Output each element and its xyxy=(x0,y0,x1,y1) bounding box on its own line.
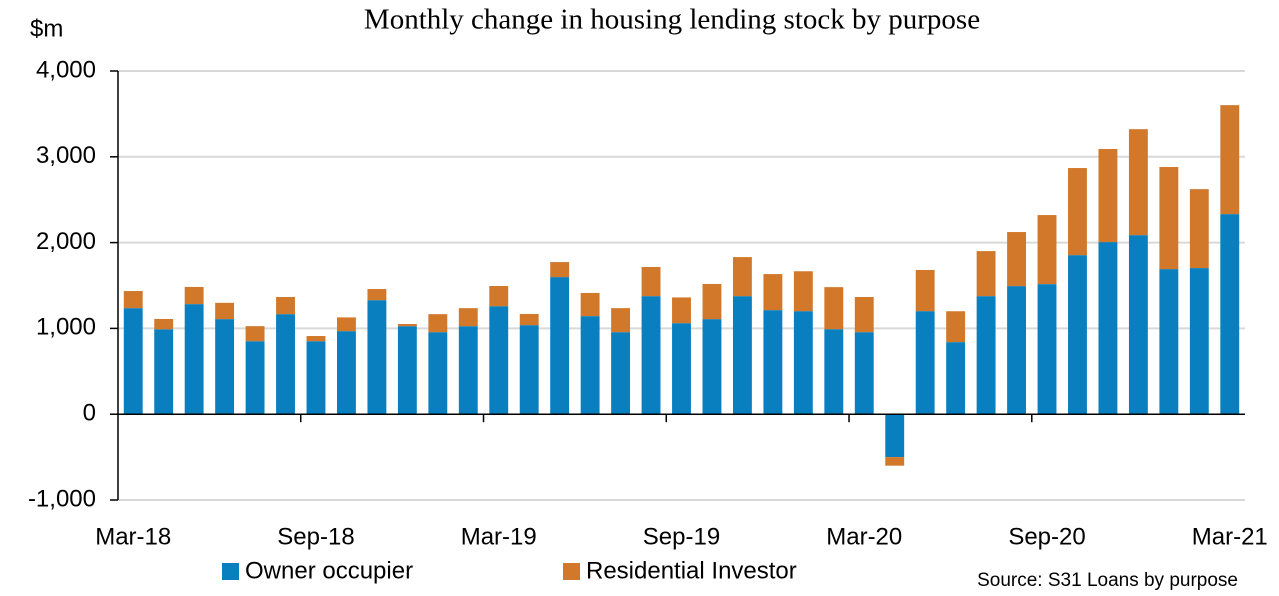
bar-segment xyxy=(1220,105,1240,215)
bar-segment xyxy=(306,341,326,415)
x-tick-label: Mar-21 xyxy=(1192,523,1268,550)
bar-segment xyxy=(1007,286,1026,415)
bar-segment xyxy=(824,287,844,330)
source: Source: S31 Loans by purpose xyxy=(977,570,1238,591)
x-tick-label: Sep-20 xyxy=(1008,523,1085,550)
bar-segment xyxy=(946,311,966,343)
bar-segment xyxy=(519,325,539,415)
bar-segment xyxy=(1098,242,1118,415)
bar-segment xyxy=(793,311,813,415)
bar-segment xyxy=(489,306,509,415)
bar-segment xyxy=(397,324,417,327)
bar-segment xyxy=(123,308,143,415)
y-tick-label: 1,000 xyxy=(36,314,96,341)
bar-segment xyxy=(672,297,691,324)
bar-segment xyxy=(611,332,631,415)
bar-segment xyxy=(458,326,478,415)
bar-segment xyxy=(732,257,752,297)
bar-segment xyxy=(154,318,174,330)
bar-segment xyxy=(215,302,235,320)
bar-segment xyxy=(793,271,813,312)
bar-segment xyxy=(276,314,295,415)
bar-segment xyxy=(489,286,509,307)
bar-segment xyxy=(1159,269,1179,415)
bar-segment xyxy=(550,262,570,278)
bar-segment xyxy=(1068,168,1087,256)
legend-swatch xyxy=(222,563,239,580)
y-tick-label: 0 xyxy=(83,400,96,427)
bar-segment xyxy=(458,308,478,327)
bar-segment xyxy=(1068,255,1087,415)
y-tick-label: 4,000 xyxy=(36,56,96,83)
bar-segment xyxy=(946,342,966,415)
bar-segment xyxy=(824,329,844,415)
bar-segment xyxy=(702,319,722,415)
bar-segment xyxy=(184,286,204,305)
bar-segment xyxy=(428,314,448,333)
bar-segment xyxy=(611,308,631,333)
bar-segment xyxy=(550,277,570,415)
bar-segment xyxy=(306,336,326,342)
bar-segment xyxy=(854,332,874,415)
bar-segment xyxy=(1128,129,1148,236)
bar-segment xyxy=(123,290,143,309)
bar-segment xyxy=(428,332,448,415)
bar-segment xyxy=(976,296,996,415)
bar-segment xyxy=(641,296,661,415)
bar-segment xyxy=(397,326,417,415)
bar-segment xyxy=(154,329,174,415)
x-tick-label: Sep-19 xyxy=(643,523,720,550)
x-tick-label: Mar-18 xyxy=(95,523,171,550)
bar-segment xyxy=(763,274,783,311)
y-tick-label: 3,000 xyxy=(36,142,96,169)
bar-segment xyxy=(1220,214,1240,415)
bar-segment xyxy=(763,310,783,415)
bar-segment xyxy=(580,292,600,317)
bar-segment xyxy=(337,331,356,415)
x-tick-label: Mar-20 xyxy=(826,523,902,550)
bar-segment xyxy=(245,341,265,415)
y-tick-label: 2,000 xyxy=(36,228,96,255)
bar-segment xyxy=(276,296,295,315)
bar-segment xyxy=(337,317,356,332)
bar-segment xyxy=(702,283,722,320)
bar-segment xyxy=(976,251,996,297)
bar-segment xyxy=(1007,232,1026,287)
bar-segment xyxy=(915,269,935,312)
bar-segment xyxy=(885,457,905,466)
bar-segment xyxy=(1037,215,1057,285)
bar-segment xyxy=(1189,189,1209,269)
bar-segment xyxy=(1189,268,1209,415)
bar-segment xyxy=(1159,167,1179,270)
legend-swatch xyxy=(563,563,580,580)
bar-segment xyxy=(672,323,691,415)
bar-segment xyxy=(915,311,935,415)
x-tick-label: Mar-19 xyxy=(461,523,537,550)
bar-segment xyxy=(641,266,661,297)
chart-title: Monthly change in housing lending stock … xyxy=(364,4,980,36)
bar-segment xyxy=(184,304,204,415)
bar-segment xyxy=(245,326,265,342)
bar-segment xyxy=(215,319,235,415)
bar-segment xyxy=(732,296,752,415)
bar-segment xyxy=(1128,235,1148,415)
bar-segment xyxy=(854,296,874,333)
y-axis-label: $m xyxy=(30,15,63,42)
legend-label: Residential Investor xyxy=(586,557,797,584)
x-tick-label: Sep-18 xyxy=(277,523,354,550)
legend-label: Owner occupier xyxy=(245,557,413,584)
bar-segment xyxy=(1098,148,1118,243)
bar-segment xyxy=(519,313,539,326)
bar-segment xyxy=(367,300,387,415)
bar-segment xyxy=(1037,284,1057,415)
y-tick-label: -1,000 xyxy=(28,485,96,512)
bar-segment xyxy=(580,316,600,415)
bar-segment xyxy=(367,289,387,301)
bar-segment xyxy=(885,414,905,458)
